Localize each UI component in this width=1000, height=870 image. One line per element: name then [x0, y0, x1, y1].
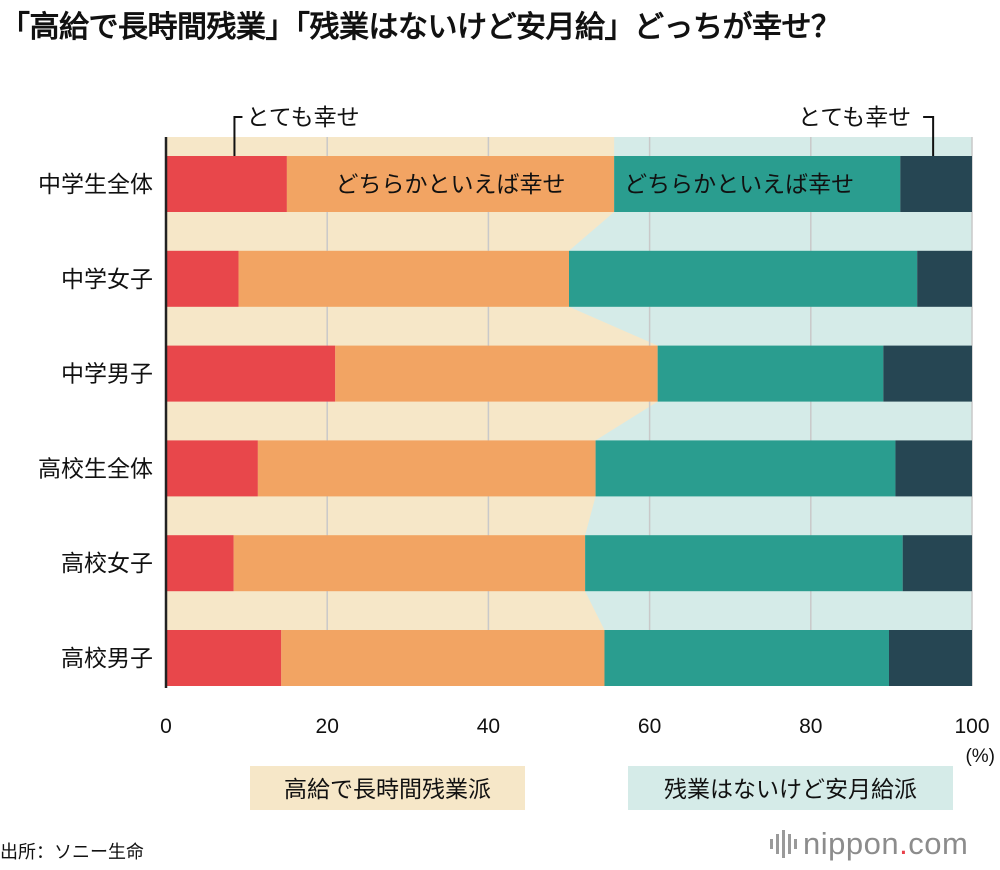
bars [166, 156, 972, 686]
background-bands [166, 137, 972, 686]
bar-segment [569, 250, 918, 307]
annotation-left-somewhat-happy: どちらかといえば幸せ [336, 172, 566, 198]
x-tick-label: 60 [638, 715, 661, 738]
x-tick-label: 40 [477, 715, 500, 738]
legend-swatch [250, 766, 525, 810]
bar-segment [166, 630, 282, 686]
bar-segment [902, 535, 972, 592]
category-label: 高校男子 [61, 646, 153, 672]
logo-dot: . [899, 826, 909, 861]
legend-label: 高給で長時間残業派 [284, 777, 491, 803]
bar-segment [233, 535, 586, 592]
x-unit-label: (%) [965, 746, 995, 767]
logo-mark-icon [770, 829, 797, 859]
bar-segment [281, 630, 605, 686]
x-tick-label: 100 [954, 715, 989, 738]
legend: 高給で長時間残業派 残業はないけど安月給派 [250, 766, 953, 810]
annotation-leader-right [923, 116, 935, 156]
bar-segment [286, 156, 615, 212]
gridlines [326, 137, 973, 686]
bar-segment [657, 345, 884, 402]
source-label: 出所：ソニー生命 [0, 842, 144, 863]
bar-segment [166, 156, 287, 212]
category-label: 中学生全体 [38, 172, 153, 198]
nippon-logo: nippon.com [770, 826, 968, 862]
annotation-right-very-happy: とても幸せ [798, 105, 911, 131]
legend-swatch [628, 766, 953, 810]
chart-title: 「高給で長時間残業」「残業はないけど安月給」どっちが幸せ？ [0, 10, 841, 45]
bar-segment [166, 535, 234, 592]
bar-segment [166, 440, 258, 497]
logo-name: nippon [803, 826, 900, 861]
annotation-right-somewhat-happy: どちらかといえば幸せ [624, 172, 854, 198]
category-label: 中学女子 [61, 267, 153, 293]
category-label: 高校女子 [61, 551, 153, 577]
bar-segment [888, 630, 972, 686]
bar-segment [895, 440, 972, 497]
bar-segment [166, 345, 336, 402]
bar-segment [883, 345, 972, 402]
background-left-camp [166, 137, 658, 686]
bar-segment [166, 250, 239, 307]
x-tick-label: 0 [160, 715, 172, 738]
x-tick-label: 20 [316, 715, 339, 738]
bar-segment [604, 630, 889, 686]
category-label: 中学男子 [61, 362, 153, 388]
bar-segment [900, 156, 972, 212]
bar-segment [238, 250, 570, 307]
bar-segment [614, 156, 901, 212]
logo-text: nippon.com [803, 826, 968, 862]
annotation-leader-left [233, 116, 243, 156]
bar-segment [335, 345, 658, 402]
bar-segment [585, 535, 903, 592]
legend-label: 残業はないけど安月給派 [664, 777, 917, 803]
bar-segment [595, 440, 896, 497]
x-tick-label: 80 [799, 715, 822, 738]
bar-segment [917, 250, 972, 307]
logo-tld: com [908, 826, 969, 861]
bar-segment [257, 440, 596, 497]
annotation-left-very-happy: とても幸せ [246, 105, 359, 131]
category-label: 高校生全体 [38, 456, 153, 482]
